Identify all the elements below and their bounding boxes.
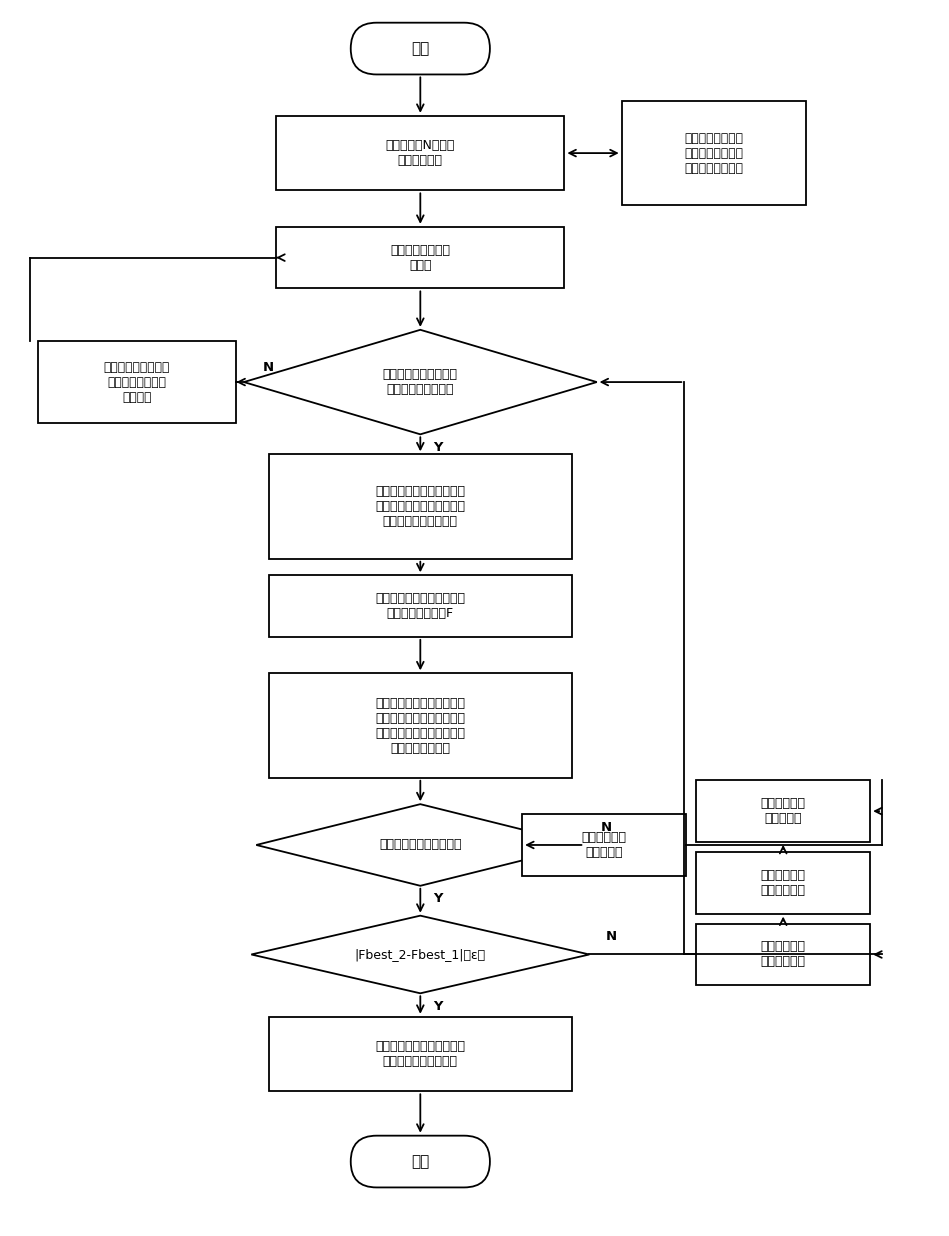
Text: 根据运动速度
更新粒子位置: 根据运动速度 更新粒子位置 bbox=[761, 941, 806, 969]
Bar bbox=[276, 116, 565, 190]
Bar bbox=[522, 815, 686, 876]
Text: 调节粒子位置，使其
满足光伏有功无功
出力约束: 调节粒子位置，使其 满足光伏有功无功 出力约束 bbox=[103, 361, 170, 404]
FancyBboxPatch shape bbox=[351, 22, 490, 74]
Text: 根据规则更新
例子运动速度: 根据规则更新 例子运动速度 bbox=[761, 869, 806, 897]
Text: N: N bbox=[263, 361, 274, 373]
Text: 根据潮流计算结果，计算当
前粒子本次适应度F: 根据潮流计算结果，计算当 前粒子本次适应度F bbox=[375, 592, 465, 620]
Bar bbox=[269, 455, 572, 559]
Text: 更新单个粒子最优适应度値
及其对应的粒子位置，以及
全部粒子的最优适应度値及
其对应的粒子位置: 更新单个粒子最优适应度値 及其对应的粒子位置，以及 全部粒子的最优适应度値及 其… bbox=[375, 697, 465, 754]
Text: 输出全局最优适应度对应的
粒子位置即为光伏输出: 输出全局最优适应度对应的 粒子位置即为光伏输出 bbox=[375, 1039, 465, 1068]
Text: 取第一个粒子为当
前粒子: 取第一个粒子为当 前粒子 bbox=[390, 243, 451, 272]
Text: 随机初始化N个粒子
的位置及速度: 随机初始化N个粒子 的位置及速度 bbox=[385, 140, 455, 167]
Bar bbox=[38, 341, 236, 423]
Bar bbox=[697, 923, 870, 985]
Text: 根据负荷数据，及光伏输出
数据（对应一个粒子的可行
解）计算配网潮流分布: 根据负荷数据，及光伏输出 数据（对应一个粒子的可行 解）计算配网潮流分布 bbox=[375, 485, 465, 528]
Text: 取第一个粒子
为当前粒子: 取第一个粒子 为当前粒子 bbox=[761, 797, 806, 826]
Bar bbox=[622, 101, 806, 205]
Text: Y: Y bbox=[434, 441, 443, 454]
Text: Y: Y bbox=[434, 892, 443, 905]
Polygon shape bbox=[256, 805, 585, 886]
Text: 取下一个粒子
为当前粒子: 取下一个粒子 为当前粒子 bbox=[582, 831, 626, 859]
Polygon shape bbox=[251, 916, 589, 994]
Text: 本代所有粒子是否已遍历: 本代所有粒子是否已遍历 bbox=[379, 838, 461, 852]
Text: 结束: 结束 bbox=[411, 1154, 430, 1169]
Text: Y: Y bbox=[434, 1000, 443, 1012]
Text: |Fbest_2-Fbest_1|＜ε？: |Fbest_2-Fbest_1|＜ε？ bbox=[355, 948, 486, 960]
Bar bbox=[697, 780, 870, 842]
Text: 开始: 开始 bbox=[411, 41, 430, 56]
Text: 每个粒子的一个位
置对应一组光伏出
力値（即可行解）: 每个粒子的一个位 置对应一组光伏出 力値（即可行解） bbox=[684, 131, 743, 174]
Bar bbox=[269, 1017, 572, 1091]
Bar bbox=[269, 575, 572, 637]
Text: 检查粒子是否满足光伏
有功无功出力约束？: 检查粒子是否满足光伏 有功无功出力约束？ bbox=[382, 368, 457, 396]
Text: N: N bbox=[605, 929, 617, 943]
Text: N: N bbox=[601, 821, 612, 833]
Bar bbox=[697, 852, 870, 913]
FancyBboxPatch shape bbox=[351, 1136, 490, 1188]
Bar bbox=[276, 226, 565, 288]
Bar bbox=[269, 674, 572, 777]
Polygon shape bbox=[244, 330, 597, 434]
